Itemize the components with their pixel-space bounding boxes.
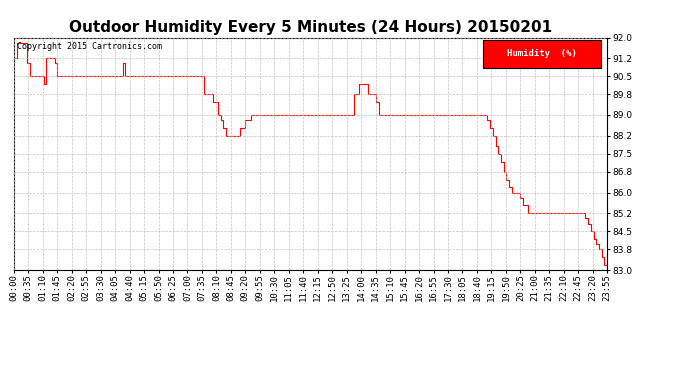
Title: Outdoor Humidity Every 5 Minutes (24 Hours) 20150201: Outdoor Humidity Every 5 Minutes (24 Hou…	[69, 20, 552, 35]
Text: Copyright 2015 Cartronics.com: Copyright 2015 Cartronics.com	[17, 42, 161, 51]
Text: Humidity  (%): Humidity (%)	[507, 49, 577, 58]
FancyBboxPatch shape	[482, 40, 601, 68]
